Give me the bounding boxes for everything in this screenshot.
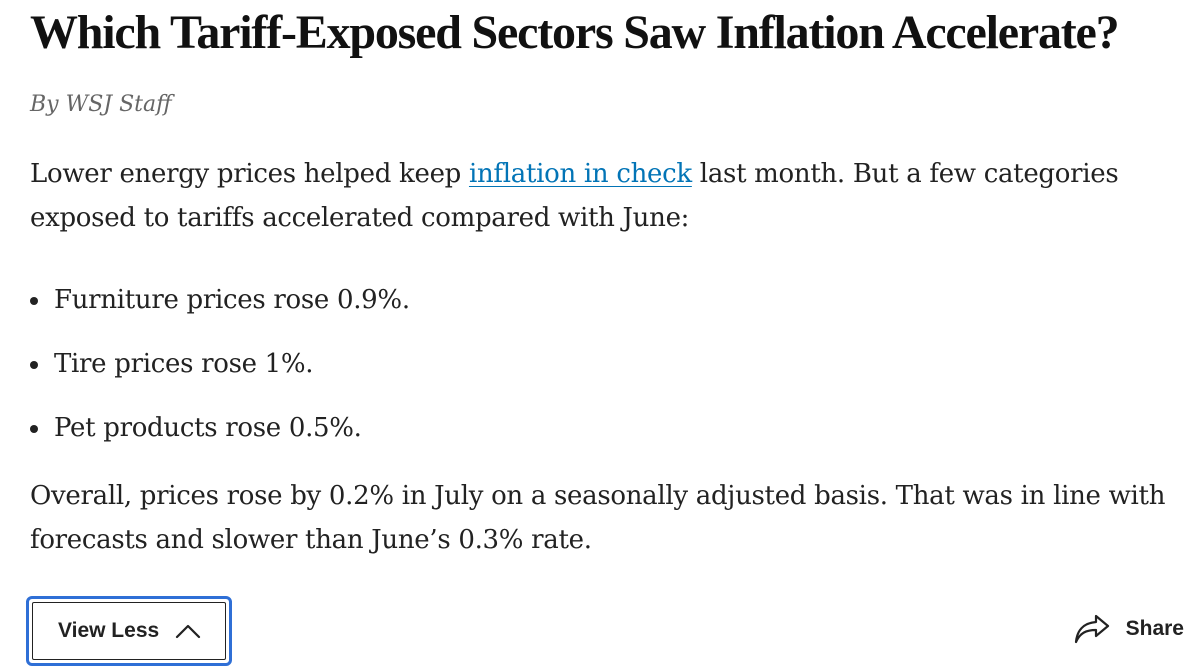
bullet-dot-icon bbox=[30, 361, 38, 369]
bullet-text: Furniture prices rose 0.9%. bbox=[54, 285, 410, 315]
bullet-text: Tire prices rose 1%. bbox=[54, 349, 314, 379]
bullet-dot-icon bbox=[30, 297, 38, 305]
bullet-dot-icon bbox=[30, 425, 38, 433]
view-less-button[interactable]: View Less bbox=[26, 596, 232, 666]
closing-paragraph: Overall, prices rose by 0.2% in July on … bbox=[30, 481, 1166, 555]
intro-text-before-link: Lower energy prices helped keep bbox=[30, 159, 469, 189]
share-arrow-icon bbox=[1074, 614, 1109, 644]
inflation-in-check-link[interactable]: inflation in check bbox=[468, 159, 692, 189]
intro-paragraph: Lower energy prices helped keep inflatio… bbox=[30, 152, 1180, 240]
view-less-button-body[interactable]: View Less bbox=[32, 602, 226, 660]
intro-text-after-link: last month. But a few categories exposed… bbox=[30, 159, 1119, 233]
view-less-label: View Less bbox=[58, 619, 160, 642]
headline: Which Tariff-Exposed Sectors Saw Inflati… bbox=[30, 6, 1120, 59]
share-label: Share bbox=[1125, 617, 1184, 640]
chevron-up-icon bbox=[176, 624, 201, 639]
share-button[interactable]: Share bbox=[1072, 612, 1184, 646]
bullet-item: Furniture prices rose 0.9%. bbox=[30, 278, 1180, 342]
byline[interactable]: By WSJ Staff bbox=[30, 92, 172, 117]
bullet-list: Furniture prices rose 0.9%. Tire prices … bbox=[30, 278, 1180, 470]
bullet-item: Pet products rose 0.5%. bbox=[30, 406, 1180, 470]
bullet-text: Pet products rose 0.5%. bbox=[54, 413, 362, 443]
bullet-item: Tire prices rose 1%. bbox=[30, 342, 1180, 406]
